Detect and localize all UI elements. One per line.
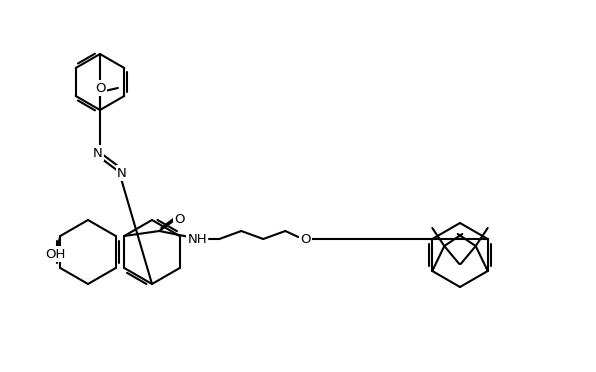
Text: O: O [300,232,311,246]
Text: N: N [117,167,127,180]
Text: OH: OH [45,247,66,260]
Text: O: O [174,212,185,225]
Text: O: O [95,81,105,94]
Text: N: N [93,147,103,160]
Text: NH: NH [188,232,207,246]
